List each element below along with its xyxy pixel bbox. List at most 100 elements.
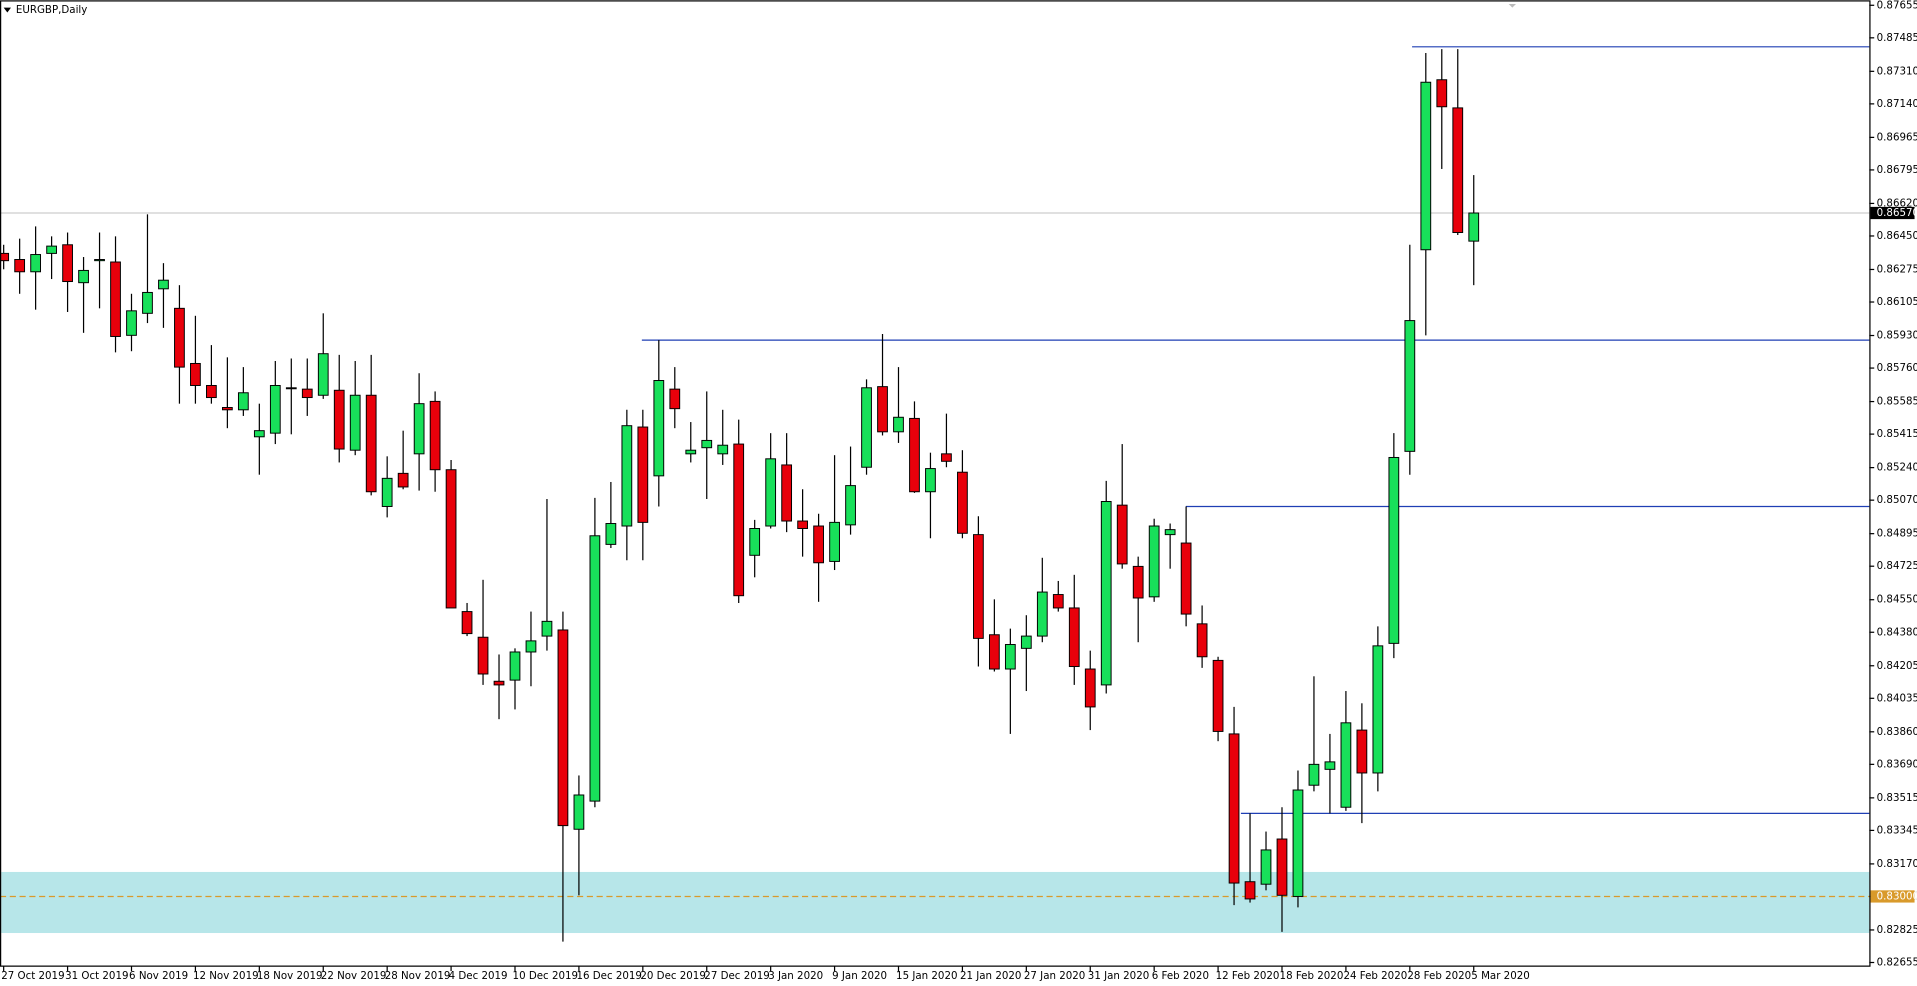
candle-body (797, 520, 809, 529)
y-tick-label: 0.87485 (1877, 32, 1917, 44)
x-tick-label: 18 Feb 2020 (1280, 970, 1344, 982)
candle-body (237, 392, 249, 411)
candle-body (1068, 607, 1080, 668)
x-tick-label: 16 Dec 2019 (576, 970, 641, 982)
y-tick-label: 0.86105 (1877, 296, 1917, 308)
y-tick-label: 0.84035 (1877, 692, 1917, 704)
candle-body (909, 417, 920, 493)
candle-body (78, 269, 89, 284)
x-tick-label: 31 Oct 2019 (65, 970, 128, 982)
candle-body (541, 620, 553, 637)
candle-body (893, 416, 904, 433)
candle-body (669, 388, 681, 410)
candle-body (126, 310, 137, 336)
candle-body (1132, 565, 1144, 599)
candle-body (110, 261, 121, 337)
candle-body (1004, 644, 1016, 670)
candle-body (988, 634, 1000, 670)
x-tick-label: 3 Jan 2020 (768, 970, 823, 982)
candle-body (1052, 594, 1064, 609)
y-tick-label: 0.83860 (1877, 726, 1917, 738)
candle-body (813, 525, 824, 564)
support-price-box (1870, 890, 1915, 903)
candle-body (1468, 212, 1480, 242)
candle-body (349, 394, 361, 451)
candle-body (765, 458, 777, 527)
y-tick-label: 0.86275 (1877, 263, 1917, 275)
candle-body (1148, 525, 1160, 598)
y-tick-label: 0.86450 (1877, 230, 1917, 242)
y-tick-label: 0.84895 (1877, 528, 1917, 540)
candle-body (781, 464, 793, 522)
candle-body (1292, 789, 1304, 897)
candle-body (94, 259, 105, 262)
candle-body (445, 469, 457, 609)
plot-frame (0, 0, 1871, 967)
candle-body (1276, 838, 1288, 896)
candle-body (557, 629, 569, 827)
y-tick-label: 0.83345 (1877, 824, 1917, 836)
x-tick-label: 9 Jan 2020 (832, 970, 887, 982)
candle-body (957, 471, 968, 534)
candle-body (1084, 668, 1096, 708)
candle-body (62, 244, 73, 283)
candle-body (1100, 501, 1112, 686)
zone (1, 871, 1870, 934)
candle-body (253, 430, 265, 438)
plot (0, 46, 1870, 942)
candle-body (509, 651, 521, 681)
y-tick-label: 0.85240 (1877, 462, 1917, 474)
candle-body (973, 534, 984, 639)
candle-body (1372, 645, 1384, 774)
y-tick-label: 0.86965 (1877, 131, 1917, 143)
candle-body (733, 443, 745, 597)
x-tick-label: 18 Nov 2019 (257, 970, 323, 982)
menu-arrow[interactable] (3, 7, 12, 13)
x-tick-label: 27 Jan 2020 (1024, 970, 1085, 982)
candle-body (1388, 456, 1400, 644)
y-tick-label: 0.85930 (1877, 330, 1917, 342)
candle-body (158, 279, 169, 290)
x-tick-label: 12 Nov 2019 (193, 970, 259, 982)
candle-body (621, 425, 633, 527)
candle-body (717, 444, 729, 455)
y-tick-label: 0.86795 (1877, 164, 1917, 176)
candle-body (190, 362, 201, 386)
candle-body (1036, 591, 1048, 637)
candle-body (381, 477, 393, 507)
candle-body (1404, 320, 1416, 452)
y-tick-label: 0.87310 (1877, 65, 1917, 77)
y-tick-label: 0.84725 (1877, 560, 1917, 572)
candle-body (221, 407, 233, 411)
candle-body (46, 245, 57, 254)
candle-body (525, 640, 537, 653)
candle-body (397, 472, 409, 488)
y-tick-label: 0.84550 (1877, 594, 1917, 606)
candle-body (861, 387, 872, 468)
candle-body (605, 523, 617, 545)
y-tick-label: 0.82655 (1877, 956, 1917, 968)
candle-body (1196, 623, 1208, 658)
candle-body (301, 388, 313, 399)
candle-body (493, 680, 505, 686)
support-price-label: 0.83000 (1877, 890, 1917, 902)
x-tick-label: 24 Feb 2020 (1343, 970, 1407, 982)
x-tick-label: 28 Feb 2020 (1407, 970, 1471, 982)
candle-body (1308, 763, 1320, 786)
candle-body (829, 521, 840, 562)
candle-body (206, 384, 217, 399)
candle-body (174, 307, 185, 368)
candle-body (461, 611, 473, 635)
y-tick-label: 0.83515 (1877, 792, 1917, 804)
x-tick-label: 22 Nov 2019 (321, 970, 387, 982)
candle-body (477, 636, 489, 675)
candle-body (1340, 722, 1352, 808)
x-tick-label: 5 Mar 2020 (1471, 970, 1529, 982)
x-tick-label: 4 Dec 2019 (449, 970, 508, 982)
candle-body (1260, 849, 1272, 885)
y-tick-label: 0.82825 (1877, 924, 1917, 936)
candle-body (1212, 659, 1224, 732)
candle-body (1356, 729, 1368, 774)
x-tick-label: 15 Jan 2020 (896, 970, 957, 982)
